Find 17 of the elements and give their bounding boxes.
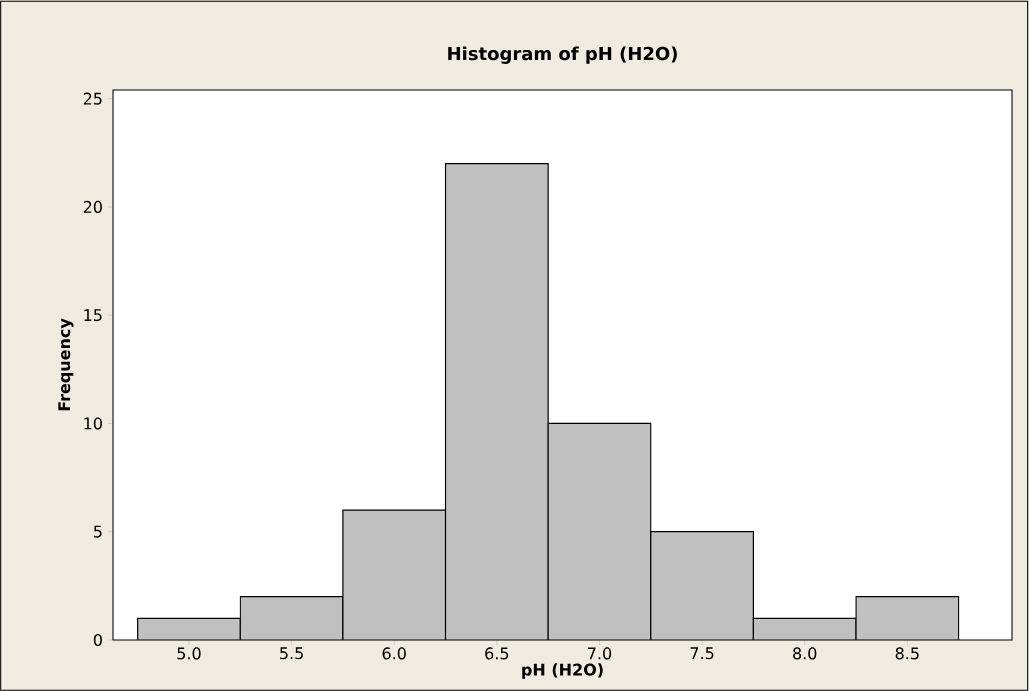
y-axis-title: Frequency (58, 318, 74, 411)
y-tick-label: 5 (94, 525, 102, 538)
x-tick-label: 6.0 (382, 647, 406, 660)
y-tick-label: 10 (84, 417, 102, 430)
x-tick-label: 7.0 (588, 647, 612, 660)
y-tick-label: 0 (93, 633, 102, 647)
x-tick-label: 6.5 (485, 647, 509, 660)
x-tick-label: 7.5 (690, 647, 714, 660)
x-tick-label: 5.5 (280, 647, 303, 660)
chart-title: Histogram of pH (H2O) (448, 46, 677, 64)
x-tick-label: 8.5 (895, 647, 919, 660)
x-axis-title: pH (H2O) (522, 663, 603, 679)
y-tick-label: 20 (83, 200, 102, 213)
x-tick-label: 8.0 (793, 647, 817, 660)
x-tick-label: 5.0 (177, 647, 201, 660)
y-tick-label: 25 (83, 92, 102, 105)
y-tick-label: 15 (84, 309, 102, 322)
